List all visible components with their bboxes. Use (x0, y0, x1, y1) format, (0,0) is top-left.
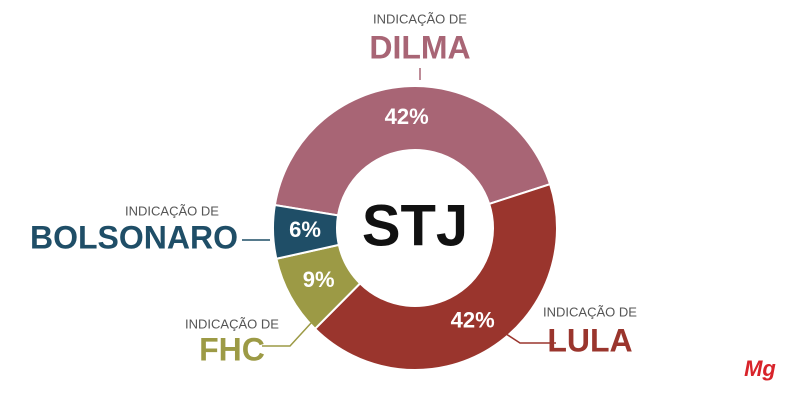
category-label: FHC (199, 331, 265, 367)
logo: Mg (744, 356, 776, 381)
category-label: DILMA (369, 29, 470, 65)
label-prefix: INDICAÇÃO DE (373, 11, 467, 26)
data-label: 9% (303, 267, 335, 292)
data-label: 6% (289, 217, 321, 242)
data-label: 42% (385, 104, 429, 129)
category-label: LULA (547, 322, 632, 358)
center-label: STJ (362, 193, 468, 258)
category-label: BOLSONARO (30, 219, 238, 255)
donut-hole (337, 150, 493, 306)
label-prefix: INDICAÇÃO DE (185, 316, 279, 331)
label-prefix: INDICAÇÃO DE (543, 304, 637, 319)
data-label: 42% (451, 307, 495, 332)
leader-line (262, 321, 313, 347)
leader-line (499, 329, 556, 344)
label-prefix: INDICAÇÃO DE (125, 203, 219, 218)
donut (272, 85, 558, 371)
